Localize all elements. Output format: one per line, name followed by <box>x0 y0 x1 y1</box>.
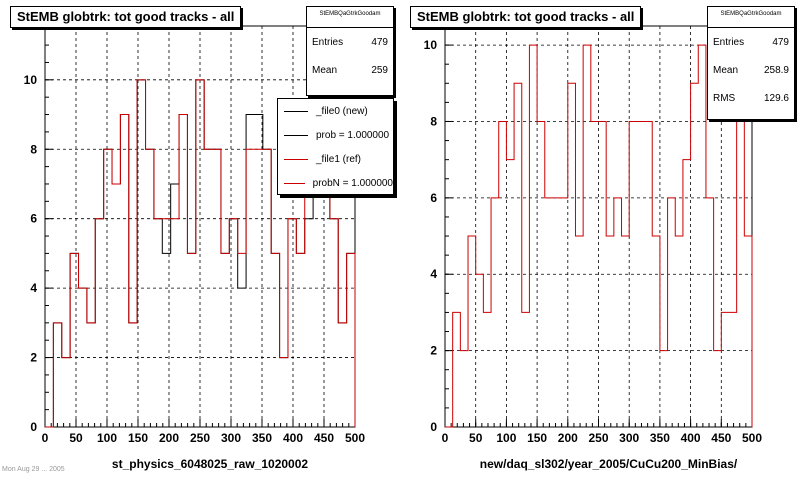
legend-label-file0: _file0 (new) <box>316 105 368 117</box>
right-histogram-plot: 0 50 100 150 200 250 300 350 400 450 500 0 2 4 6 8 10 new… <box>424 25 762 471</box>
left-x-tick-label: 300 <box>221 431 241 445</box>
right-x-tick-label: 50 <box>469 431 483 445</box>
legend-swatch-probn <box>284 182 305 184</box>
right-x-tick-label: 450 <box>711 431 731 445</box>
right-y-tick-label: 6 <box>430 191 437 205</box>
left-y-tick-label: 0 <box>30 420 37 434</box>
right-stats-rms-value: 129.6 <box>763 92 789 104</box>
right-x-tick-label: 100 <box>496 431 516 445</box>
left-stats-entries-value: 479 <box>371 36 388 48</box>
left-y-tick-label: 6 <box>30 212 37 226</box>
left-x-tick-label: 250 <box>190 431 210 445</box>
right-stats-entries-label: Entries <box>713 36 745 48</box>
right-x-tick-label: 500 <box>742 431 762 445</box>
left-stats-entries-row: Entries 479 <box>307 28 393 56</box>
left-stats-mean-row: Mean 259 <box>307 56 393 84</box>
legend-entry-file0: _file0 (new) <box>278 99 393 123</box>
right-x-tick-label: 0 <box>442 431 449 445</box>
right-stats-box: StEMBQaGtrkGoodam Entries 479 Mean 258.9… <box>707 6 795 120</box>
left-x-tick-label: 150 <box>128 431 148 445</box>
right-stats-rms-label: RMS <box>713 92 736 104</box>
left-x-tick-label: 50 <box>69 431 83 445</box>
right-x-tick-label: 300 <box>619 431 639 445</box>
left-y-tick-label: 8 <box>30 142 37 156</box>
left-legend: _file0 (new) prob = 1.000000 _file1 (ref… <box>277 98 394 195</box>
right-y-tick-label: 8 <box>430 114 437 128</box>
right-x-tick-label: 200 <box>558 431 578 445</box>
left-y-tick-label: 4 <box>30 281 37 295</box>
legend-entry-file1: _file1 (ref) <box>278 147 393 171</box>
right-y-tick-label: 10 <box>424 38 438 52</box>
right-stats-entries-row: Entries 479 <box>708 28 794 56</box>
left-plot-title: StEMB globtrk: tot good tracks - all <box>10 6 242 28</box>
right-x-tick-label: 350 <box>650 431 670 445</box>
right-y-tick-label: 4 <box>430 267 437 281</box>
right-histogram-panel: 0 50 100 150 200 250 300 350 400 450 500 0 2 4 6 8 10 new… <box>400 0 800 480</box>
left-x-tick-label: 200 <box>159 431 179 445</box>
legend-label-file1: _file1 (ref) <box>316 153 362 165</box>
left-stats-name: StEMBQaGtrkGoodam <box>307 7 393 28</box>
left-stats-mean-label: Mean <box>312 64 338 76</box>
left-histogram-panel: 0 50 100 150 200 250 300 350 400 450 500 0 2 4 6 8 10 st_… <box>10 6 394 471</box>
left-x-tick-label: 500 <box>345 431 365 445</box>
left-stats-box: StEMBQaGtrkGoodam Entries 479 Mean 259 <box>306 6 394 96</box>
legend-swatch-file0 <box>284 110 308 112</box>
left-y-tick-label: 2 <box>30 351 37 365</box>
right-series-0-histogram-line <box>445 44 753 428</box>
left-stats-entries-label: Entries <box>312 36 344 48</box>
left-x-tick-label: 400 <box>283 431 303 445</box>
right-stats-mean-row: Mean 258.9 <box>708 56 794 84</box>
left-stats-mean-value: 259 <box>371 64 388 76</box>
left-x-axis-label: st_physics_6048025_raw_1020002 <box>112 457 308 471</box>
right-y-tick-label: 2 <box>430 344 437 358</box>
right-x-tick-label: 150 <box>527 431 547 445</box>
legend-label-probn: probN = 1.000000 <box>312 177 393 189</box>
legend-entry-prob: prob = 1.000000 <box>278 123 393 147</box>
right-x-axis-label: new/daq_sl302/year_2005/CuCu200_MinBias/ <box>480 457 738 471</box>
legend-entry-probn: probN = 1.000000 <box>278 171 393 194</box>
left-x-tick-label: 450 <box>314 431 334 445</box>
left-x-tick-label: 100 <box>97 431 117 445</box>
right-stats-rms-row: RMS 129.6 <box>708 84 794 112</box>
right-stats-mean-value: 258.9 <box>763 64 789 76</box>
left-x-tick-label: 0 <box>42 431 49 445</box>
right-x-tick-label: 250 <box>588 431 608 445</box>
right-stats-name: StEMBQaGtrkGoodam <box>708 7 794 28</box>
right-x-tick-label: 400 <box>681 431 701 445</box>
left-y-tick-label: 10 <box>24 73 38 87</box>
right-plot-title: StEMB globtrk: tot good tracks - all <box>410 6 642 28</box>
legend-label-prob: prob = 1.000000 <box>316 129 390 141</box>
legend-swatch-prob <box>284 134 308 136</box>
footer-timestamp: Mon Aug 29 ... 2005 <box>2 466 65 473</box>
right-stats-mean-label: Mean <box>713 64 739 76</box>
right-y-tick-label: 0 <box>430 420 437 434</box>
legend-swatch-file1 <box>284 158 308 160</box>
right-stats-entries-value: 479 <box>772 36 789 48</box>
left-histogram-plot: 0 50 100 150 200 250 300 350 400 450 500 0 2 4 6 8 10 st_… <box>24 25 365 471</box>
left-x-tick-label: 350 <box>252 431 272 445</box>
